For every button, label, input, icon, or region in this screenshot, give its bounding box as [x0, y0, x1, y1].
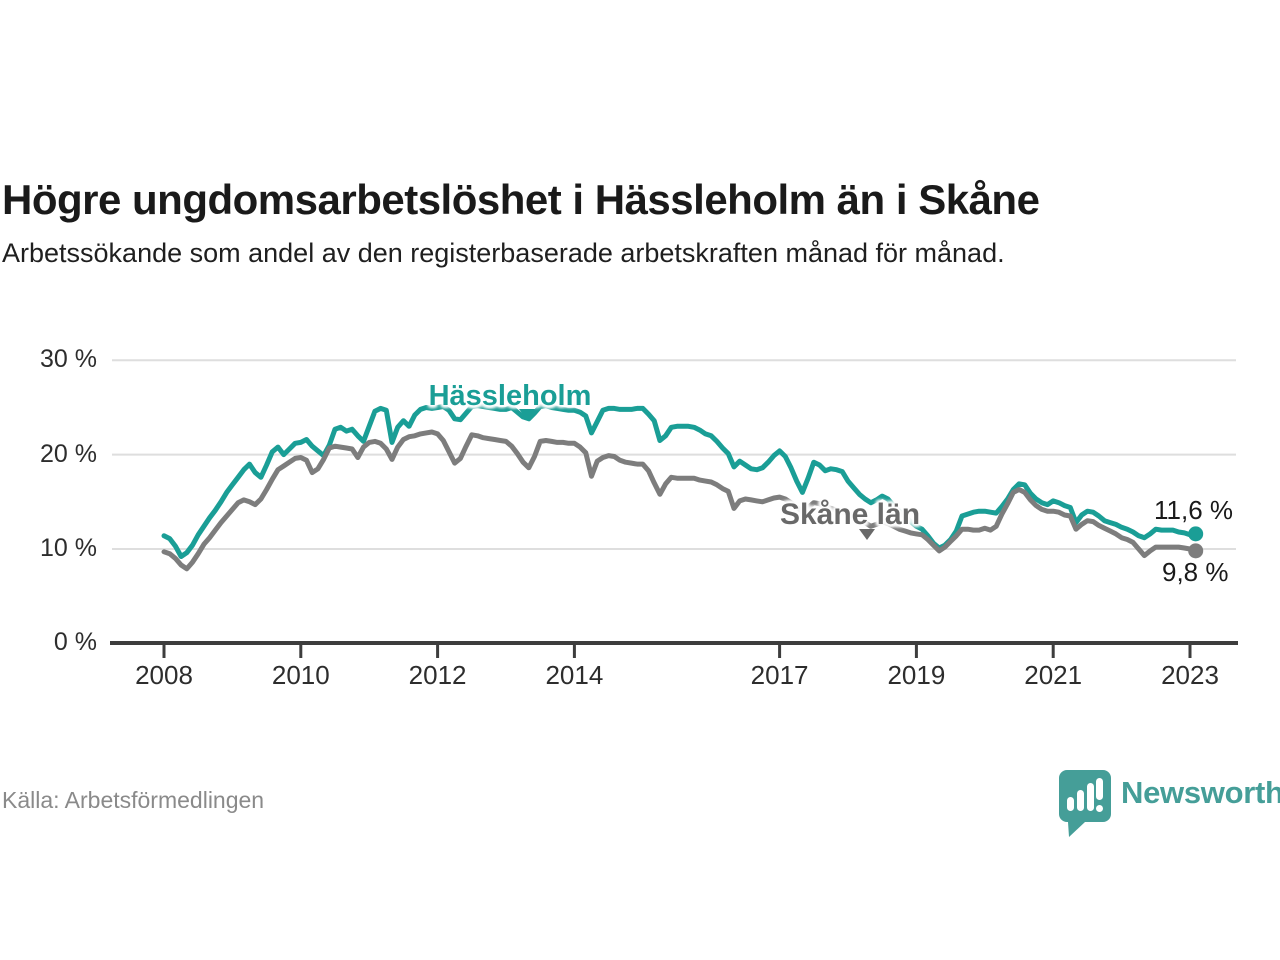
series-line-hassleholm — [161, 403, 1199, 559]
x-axis-label: 2010 — [271, 660, 330, 690]
x-axis-label: 2023 — [1161, 660, 1219, 690]
page-title: Högre ungdomsarbetslöshet i Hässleholm ä… — [2, 176, 1040, 224]
series-line-skane — [161, 429, 1199, 572]
series-label-hassleholm: Hässleholm — [428, 380, 592, 412]
newsworthy-brand: Newsworthy — [1055, 766, 1280, 840]
end-dot-hassleholm — [1188, 526, 1204, 542]
y-axis-label: 10 % — [40, 533, 97, 562]
x-axis-label: 2008 — [135, 660, 193, 690]
x-axis-label: 2014 — [545, 660, 604, 690]
x-axis-label: 2021 — [1024, 660, 1083, 690]
y-axis-label: 20 % — [40, 439, 97, 468]
newsworthy-wordmark: Newsworthy — [1121, 775, 1280, 810]
y-axis-label: 0 % — [53, 628, 97, 657]
newsworthy-logo-icon — [1059, 770, 1111, 837]
series-label-skane: Skåne län — [779, 498, 921, 531]
chart-subtitle: Arbetssökande som andel av den registerb… — [2, 238, 1005, 268]
end-value-hassleholm: 11,6 % — [1154, 495, 1234, 525]
y-axis-label: 30 % — [40, 345, 97, 374]
x-axis-label: 2019 — [887, 660, 946, 690]
skane-pointer-icon — [859, 529, 875, 540]
source-credit: Källa: Arbetsförmedlingen — [2, 787, 265, 813]
end-value-skane: 9,8 % — [1162, 557, 1229, 587]
hassleholm-pointer-icon — [519, 409, 535, 420]
end-dot-skane — [1188, 543, 1204, 559]
x-axis-label: 2017 — [750, 660, 809, 690]
x-axis-label: 2012 — [408, 660, 467, 690]
